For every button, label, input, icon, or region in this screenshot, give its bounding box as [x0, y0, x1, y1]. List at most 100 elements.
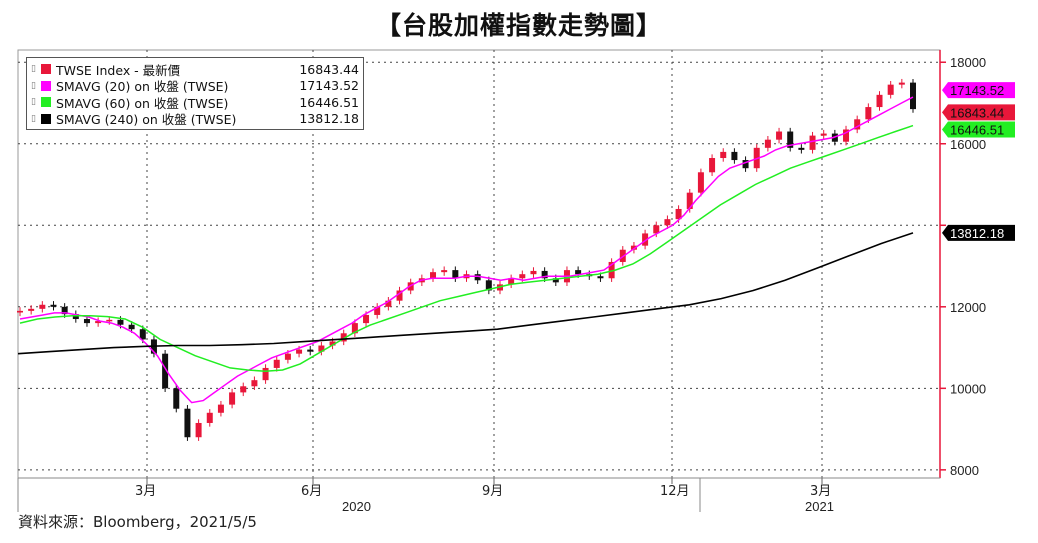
candle-body: [910, 82, 916, 110]
candle-body: [720, 151, 727, 159]
candle-body: [173, 388, 180, 409]
legend-marker: ▯: [31, 113, 36, 124]
legend-label: TWSE Index - 最新價: [56, 62, 181, 78]
legend-label: SMAVG (60) on 收盤 (TWSE): [56, 95, 229, 111]
candle-body: [575, 270, 582, 275]
candle-body: [39, 304, 46, 309]
legend: ▯ TWSE Index - 最新價 16843.44 ▯ SMAVG (20) on …: [26, 57, 364, 130]
value-tag: 13812.18: [942, 224, 1015, 241]
candle-body: [686, 192, 693, 209]
series-line-2: [19, 124, 914, 372]
legend-marker: ▯: [31, 80, 36, 91]
candle-body: [597, 276, 604, 279]
candle-body: [764, 139, 771, 148]
x-tick-label: 9月: [482, 484, 503, 499]
y-tick-label: 8000: [950, 463, 979, 478]
year-label: 2020: [342, 499, 371, 514]
candle-body: [28, 308, 35, 311]
legend-value: 17143.52: [299, 78, 359, 94]
candle-body: [653, 225, 660, 234]
value-tag: 16446.51: [942, 121, 1015, 138]
candle-body: [106, 319, 113, 322]
candle-body: [351, 323, 358, 334]
candle-body: [787, 131, 794, 148]
candle-body: [329, 341, 336, 346]
candle-body: [296, 349, 303, 354]
source-note: 資料來源：Bloomberg，2021/5/5: [18, 513, 257, 531]
candle-body: [374, 306, 381, 315]
legend-swatch: [41, 113, 51, 124]
candle-body: [508, 278, 515, 285]
candle-body: [798, 147, 805, 150]
candle-body: [307, 349, 314, 352]
candle-body: [820, 133, 827, 136]
candle-body: [162, 353, 169, 389]
candle-body: [441, 270, 448, 273]
candle-body: [206, 412, 213, 423]
value-tag-bg: [942, 104, 1015, 121]
candle-body: [552, 278, 559, 283]
candle-body: [50, 304, 57, 307]
legend-label: SMAVG (20) on 收盤 (TWSE): [56, 79, 229, 95]
value-tag: 16843.44: [942, 104, 1015, 121]
value-tag-label: 13812.18: [950, 226, 1004, 241]
candle-body: [184, 408, 191, 438]
candle-body: [608, 261, 615, 279]
legend-item: ▯ TWSE Index - 最新價 16843.44: [31, 61, 359, 78]
candle-body: [139, 329, 146, 340]
legend-label: SMAVG (240) on 收盤 (TWSE): [56, 112, 237, 128]
candle-body: [876, 94, 883, 108]
candle-body: [17, 310, 23, 313]
candle-body: [530, 270, 537, 275]
candle-body: [229, 392, 236, 405]
candle-body: [318, 345, 325, 352]
candle-body: [474, 274, 481, 281]
value-tag-label: 17143.52: [950, 83, 1004, 98]
candle-body: [843, 129, 850, 142]
candle-body: [898, 82, 905, 85]
candle-body: [519, 274, 526, 279]
candle-body: [128, 324, 135, 330]
y-tick-label: 12000: [950, 300, 986, 315]
legend-swatch: [41, 97, 51, 108]
y-tick-label: 18000: [950, 55, 986, 70]
candle-body: [83, 319, 90, 324]
legend-item: ▯ SMAVG (20) on 收盤 (TWSE) 17143.52: [31, 78, 359, 95]
legend-item: ▯ SMAVG (60) on 收盤 (TWSE) 16446.51: [31, 94, 359, 111]
candle-body: [642, 233, 649, 246]
legend-item: ▯ SMAVG (240) on 收盤 (TWSE) 13812.18: [31, 111, 359, 128]
candle-body: [776, 131, 783, 140]
candle-body: [675, 208, 682, 220]
candle-body: [273, 359, 280, 368]
candle-body: [430, 272, 437, 279]
candle-body: [809, 135, 816, 150]
y-tick-label: 10000: [950, 381, 986, 396]
chart-title: 【台股加權指數走勢圖】: [375, 11, 662, 40]
candle-body: [452, 270, 459, 279]
legend-marker: ▯: [31, 97, 36, 108]
candle-body: [742, 160, 749, 169]
candle-body: [363, 314, 370, 324]
year-label: 2021: [805, 499, 834, 514]
candle-body: [854, 119, 861, 130]
candle-body: [709, 158, 716, 173]
y-tick-label: 16000: [950, 137, 986, 152]
candle-body: [95, 321, 102, 324]
value-tag: 17143.52: [942, 82, 1015, 99]
candle-body: [731, 151, 738, 161]
value-tag-label: 16446.51: [950, 123, 1004, 138]
candle-body: [887, 84, 894, 95]
series-line-3: [17, 232, 914, 355]
candle-body: [485, 280, 492, 291]
x-tick-label: 12月: [660, 484, 690, 499]
value-tag-bg: [942, 121, 1015, 138]
candle-body: [72, 314, 79, 320]
legend-value: 16446.51: [299, 94, 359, 110]
candle-body: [284, 353, 291, 360]
legend-value: 16843.44: [299, 61, 359, 77]
legend-swatch: [41, 80, 51, 91]
x-tick-label: 3月: [135, 484, 156, 499]
legend-swatch: [41, 64, 51, 75]
candle-body: [240, 386, 247, 393]
legend-value: 13812.18: [299, 111, 359, 127]
